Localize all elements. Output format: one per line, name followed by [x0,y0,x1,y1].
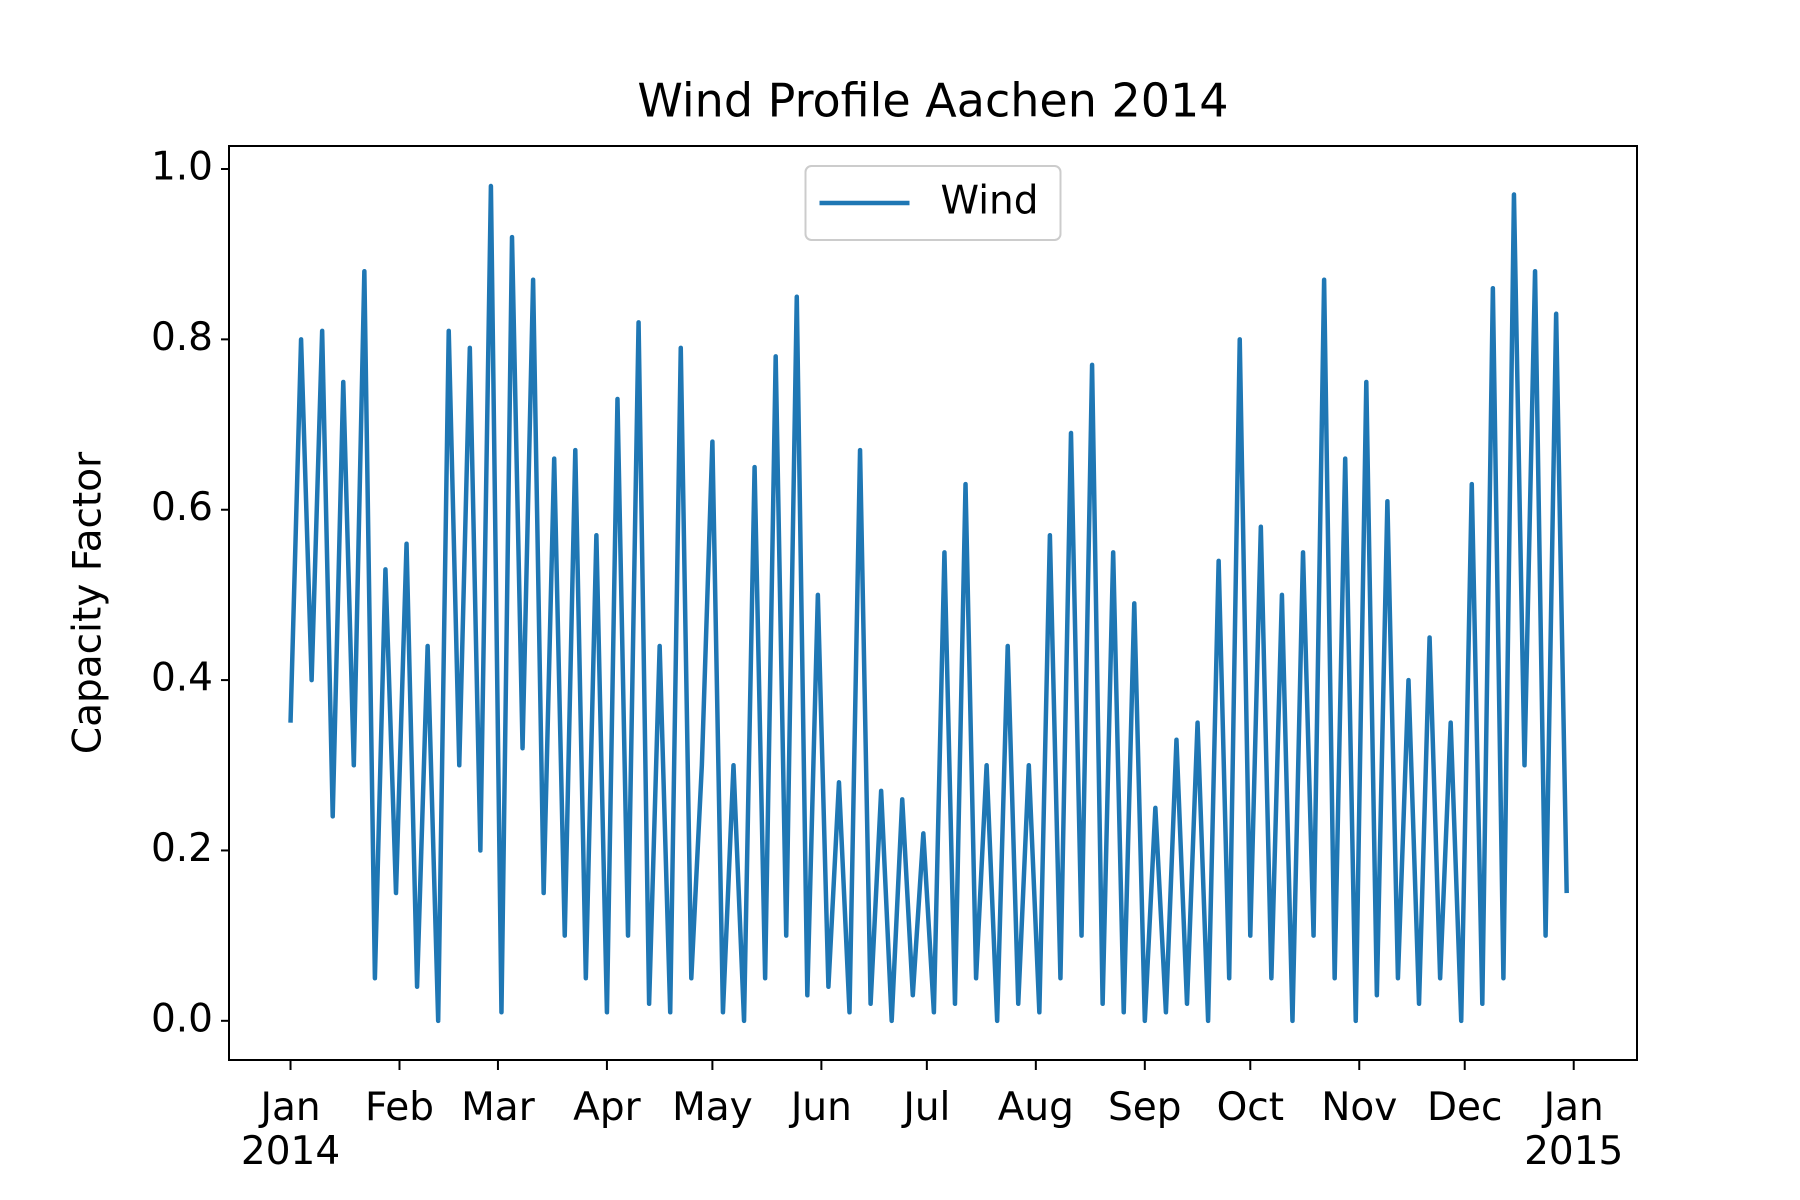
x-tick-label: May [672,1085,753,1130]
x-tick-label: Sep [1108,1085,1182,1130]
x-tick-label: Aug [997,1085,1074,1130]
x-tick-label: Oct [1216,1085,1284,1130]
x-tick-label: Nov [1321,1085,1398,1130]
y-tick-label: 0.8 [151,315,213,360]
x-tick-label: Jul [903,1085,951,1130]
x-tick-label: Dec [1427,1085,1503,1130]
x-tick-label: Jun [790,1085,852,1130]
legend-label: Wind [941,179,1039,224]
x-tick-label: Jan 2015 [1524,1085,1624,1174]
x-tick-label: Apr [573,1085,641,1130]
x-tick-label: Jan 2014 [240,1085,341,1174]
chart-title: Wind Profile Aachen 2014 [637,74,1228,128]
plot-frame [228,145,1638,1061]
y-tick-label: 0.4 [151,656,213,701]
y-tick-label: 0.2 [151,826,213,871]
y-tick-label: 0.6 [151,485,213,530]
y-tick-label: 1.0 [151,144,213,189]
legend-box [804,165,1062,241]
data-line [288,183,1569,1024]
x-tick-label: Feb [364,1085,435,1130]
y-axis-label: Capacity Factor [66,451,111,754]
legend: Wind [804,165,1062,241]
y-tick-label: 0.0 [151,996,213,1041]
x-tick-label: Mar [461,1085,535,1130]
